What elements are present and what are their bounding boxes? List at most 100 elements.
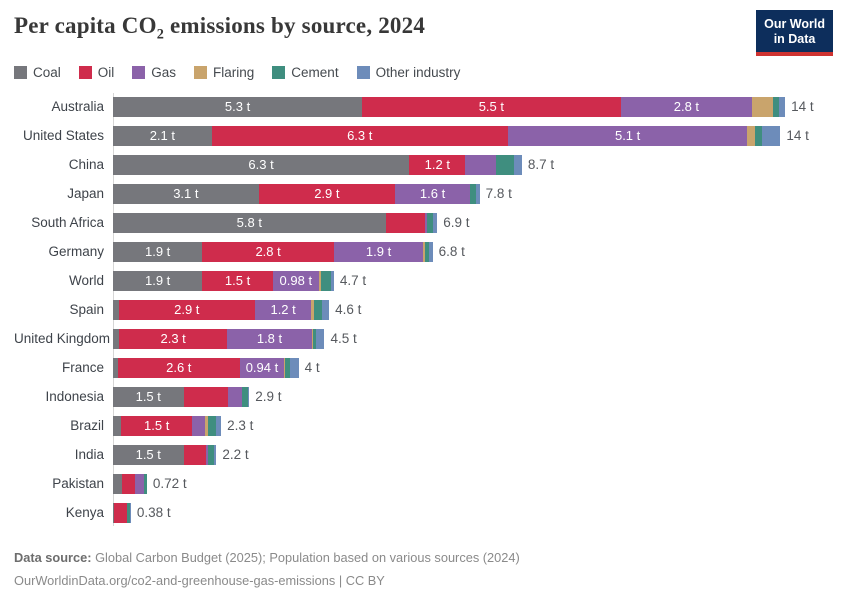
bar-segment-oil[interactable]: 2.8 t: [202, 241, 334, 262]
legend-item-oil[interactable]: Oil: [78, 65, 114, 80]
bar-segment-other-industry[interactable]: [428, 241, 433, 262]
bar-segment-coal[interactable]: [113, 415, 122, 436]
bar-segment-coal[interactable]: 5.3 t: [113, 96, 363, 117]
bar-segment-other-industry[interactable]: [476, 183, 480, 204]
bar-segment-cement[interactable]: [207, 415, 217, 436]
bar-segment-gas[interactable]: 2.8 t: [620, 96, 753, 117]
bar-segment-gas[interactable]: [465, 154, 496, 175]
bar-segment-gas[interactable]: [191, 415, 206, 436]
bar-segment-gas[interactable]: [205, 444, 208, 465]
bar-segment-gas[interactable]: [134, 473, 144, 494]
bar-segment-gas[interactable]: 1.9 t: [333, 241, 424, 262]
bar-segment-oil[interactable]: [183, 444, 206, 465]
bar-segment-cement[interactable]: [127, 502, 131, 523]
bar-segment-other-industry[interactable]: [761, 125, 781, 146]
country-label: World: [68, 273, 104, 288]
bar-segment-cement[interactable]: [470, 183, 477, 204]
bar-segment-cement[interactable]: [143, 473, 147, 494]
bar-segment-cement[interactable]: [426, 212, 434, 233]
bar-segment-coal[interactable]: [113, 502, 114, 523]
bar-total-label: 4.6 t: [335, 302, 362, 317]
bar-segment-cement[interactable]: [284, 357, 291, 378]
segment-value-label: 1.2 t: [424, 157, 450, 172]
bar-segment-cement[interactable]: [495, 154, 514, 175]
bar-segment-cement[interactable]: [313, 299, 323, 320]
bar-segment-gas[interactable]: [228, 386, 243, 407]
bar-segment-other-industry[interactable]: [433, 212, 438, 233]
bar-segment-other-industry[interactable]: [248, 386, 250, 407]
bar-segment-coal[interactable]: [113, 357, 118, 378]
legend-item-gas[interactable]: Gas: [132, 65, 176, 80]
stacked-bar: 2.1 t 6.3 t 5.1 t: [113, 125, 781, 146]
bar-segment-flaring[interactable]: [752, 96, 774, 117]
segment-value-label: 2.3 t: [160, 331, 186, 346]
legend-swatch-icon: [14, 66, 27, 79]
bar-segment-coal[interactable]: 6.3 t: [113, 154, 410, 175]
bar-segment-coal[interactable]: 1.5 t: [113, 386, 184, 407]
bar-segment-other-industry[interactable]: [513, 154, 522, 175]
bar-segment-other-industry[interactable]: [779, 96, 786, 117]
bar-segment-oil[interactable]: [113, 502, 128, 523]
title-text-suffix: emissions by source, 2024: [164, 13, 426, 38]
bar-segment-coal[interactable]: 5.8 t: [113, 212, 386, 233]
stacked-bar: 3.1 t 2.9 t 1.6 t: [113, 183, 480, 204]
bar-segment-oil[interactable]: 1.2 t: [409, 154, 466, 175]
bar-segment-gas[interactable]: 0.94 t: [239, 357, 285, 378]
bar-segment-cement[interactable]: [207, 444, 215, 465]
bar-segment-flaring[interactable]: [423, 241, 425, 262]
bar-segment-other-industry[interactable]: [214, 444, 217, 465]
bar-segment-other-industry[interactable]: [316, 328, 325, 349]
bar-segment-other-industry[interactable]: [322, 299, 330, 320]
bar-segment-other-industry[interactable]: [290, 357, 299, 378]
bar-segment-flaring[interactable]: [311, 328, 313, 349]
segment-value-label: 2.6 t: [166, 360, 192, 375]
bar-segment-coal[interactable]: 2.1 t: [113, 125, 212, 146]
bar-segment-flaring[interactable]: [311, 299, 314, 320]
bar-segment-coal[interactable]: 1.9 t: [113, 241, 203, 262]
bar-segment-oil[interactable]: [385, 212, 426, 233]
title-subscript: 2: [156, 26, 165, 43]
bar-row: Pakistan 0.72 t: [14, 469, 842, 498]
bar-segment-gas[interactable]: 1.8 t: [227, 328, 312, 349]
bar-segment-gas[interactable]: [425, 212, 427, 233]
bar-segment-cement[interactable]: [773, 96, 780, 117]
bar-segment-other-industry[interactable]: [330, 270, 334, 291]
legend-item-other-industry[interactable]: Other industry: [356, 65, 460, 80]
bar-segment-cement[interactable]: [242, 386, 249, 407]
owid-logo[interactable]: Our World in Data: [756, 10, 833, 56]
stacked-bar: 2.9 t 1.2 t: [113, 299, 330, 320]
bar-segment-coal[interactable]: [113, 328, 120, 349]
bar-segment-oil[interactable]: 6.3 t: [211, 125, 508, 146]
bar-segment-flaring[interactable]: [205, 415, 208, 436]
bar-segment-gas[interactable]: 1.6 t: [394, 183, 471, 204]
bar-segment-gas[interactable]: 0.98 t: [272, 270, 319, 291]
bar-segment-cement[interactable]: [424, 241, 429, 262]
bar-segment-oil[interactable]: [122, 473, 135, 494]
bar-segment-oil[interactable]: 2.3 t: [119, 328, 228, 349]
bar-segment-other-industry[interactable]: [216, 415, 222, 436]
bar-segment-flaring[interactable]: [318, 270, 322, 291]
bar-segment-coal[interactable]: 1.9 t: [113, 270, 203, 291]
bar-segment-gas[interactable]: 1.2 t: [254, 299, 312, 320]
bar-segment-cement[interactable]: [321, 270, 331, 291]
bar-segment-coal[interactable]: [113, 299, 119, 320]
bar-segment-cement[interactable]: [754, 125, 762, 146]
bar-segment-coal[interactable]: [113, 473, 123, 494]
bar-segment-oil[interactable]: 1.5 t: [202, 270, 273, 291]
bar-segment-oil[interactable]: 5.5 t: [362, 96, 621, 117]
bar-segment-oil[interactable]: 2.6 t: [117, 357, 240, 378]
legend-item-flaring[interactable]: Flaring: [194, 65, 254, 80]
bar-segment-gas[interactable]: 5.1 t: [507, 125, 748, 146]
bar-segment-coal[interactable]: 3.1 t: [113, 183, 259, 204]
footer-url-line[interactable]: OurWorldinData.org/co2-and-greenhouse-ga…: [14, 573, 385, 588]
bar-segment-oil[interactable]: 2.9 t: [118, 299, 255, 320]
bar-segment-oil[interactable]: 2.9 t: [258, 183, 395, 204]
bar-segment-oil[interactable]: [183, 386, 229, 407]
legend-item-cement[interactable]: Cement: [272, 65, 339, 80]
bar-segment-cement[interactable]: [312, 328, 317, 349]
bar-segment-coal[interactable]: 1.5 t: [113, 444, 184, 465]
legend-item-coal[interactable]: Coal: [14, 65, 61, 80]
bar-total-label: 2.9 t: [255, 389, 282, 404]
bar-segment-flaring[interactable]: [747, 125, 755, 146]
bar-segment-oil[interactable]: 1.5 t: [121, 415, 192, 436]
